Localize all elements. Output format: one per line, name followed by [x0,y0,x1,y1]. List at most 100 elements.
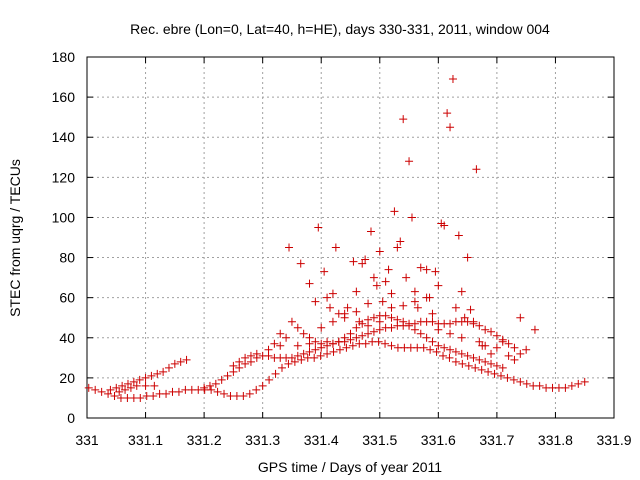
data-point [432,347,441,356]
data-point [428,337,437,346]
data-point [484,367,493,376]
data-point [530,325,539,334]
data-point [384,265,393,274]
data-point [496,371,505,380]
data-point [331,243,340,252]
x-tick-label: 331.3 [245,432,280,448]
data-point [469,317,478,326]
data-point [252,349,261,358]
data-point [323,349,332,358]
data-point [516,313,525,322]
data-point [132,381,141,390]
data-point [574,379,583,388]
data-point [323,293,332,302]
data-point [374,337,383,346]
data-point [381,277,390,286]
data-point [235,357,244,366]
data-point [328,317,337,326]
data-point [504,339,513,348]
data-point [413,303,422,312]
data-point [366,227,375,236]
data-point [118,381,127,390]
data-point [340,309,349,318]
data-point [293,323,302,332]
data-point [299,329,308,338]
data-point [510,343,519,352]
data-point [481,357,490,366]
data-point [522,345,531,354]
data-point [492,361,501,370]
x-tick-label: 331.5 [362,432,397,448]
data-point [399,115,408,124]
data-point [443,109,452,118]
data-point [326,303,335,312]
data-point [364,299,373,308]
data-point [567,381,576,390]
data-point [469,353,478,362]
data-point [426,345,435,354]
x-tick-label: 331.7 [479,432,514,448]
data-point [431,267,440,276]
data-point [245,389,254,398]
data-point [258,381,267,390]
data-point [448,75,457,84]
data-point [153,369,162,378]
y-tick-label: 120 [52,169,76,185]
data-point [329,347,338,356]
data-point [129,377,138,386]
data-point [141,381,150,390]
data-point [276,329,285,338]
data-point [317,339,326,348]
data-point [293,351,302,360]
data-point [393,243,402,252]
grid-lines [87,57,614,418]
data-point [299,349,308,358]
x-axis-label: GPS time / Days of year 2011 [258,459,442,475]
data-point [91,385,100,394]
data-point [387,323,396,332]
data-point [446,345,455,354]
data-point [498,363,507,372]
data-point [422,333,431,342]
data-point [504,351,513,360]
data-point [271,369,280,378]
data-point [451,357,460,366]
data-point [475,337,484,346]
data-point [284,359,293,368]
data-point [457,333,466,342]
data-point [126,383,135,392]
y-tick-label: 100 [52,209,76,225]
data-point [381,339,390,348]
data-point [381,311,390,320]
data-point [213,387,222,396]
x-tick-label: 331.6 [421,432,456,448]
data-point [352,323,361,332]
data-point [387,303,396,312]
data-point [141,373,150,382]
data-point [475,321,484,330]
data-point [522,379,531,388]
data-point [434,281,443,290]
data-point [387,313,396,322]
data-point [320,267,329,276]
data-point [149,391,158,400]
data-point [358,259,367,268]
data-point [282,333,291,342]
data-point [477,365,486,374]
data-point [375,325,384,334]
data-point [428,309,437,318]
data-point [416,263,425,272]
data-point [211,379,220,388]
data-point [352,287,361,296]
data-point [410,287,419,296]
data-point [492,331,501,340]
data-point [375,247,384,256]
data-point [290,357,299,366]
data-point [207,385,216,394]
data-point [361,255,370,264]
data-point [297,355,306,364]
data-point [84,383,93,392]
data-point [402,273,411,282]
data-point [422,265,431,274]
data-point [472,165,481,174]
